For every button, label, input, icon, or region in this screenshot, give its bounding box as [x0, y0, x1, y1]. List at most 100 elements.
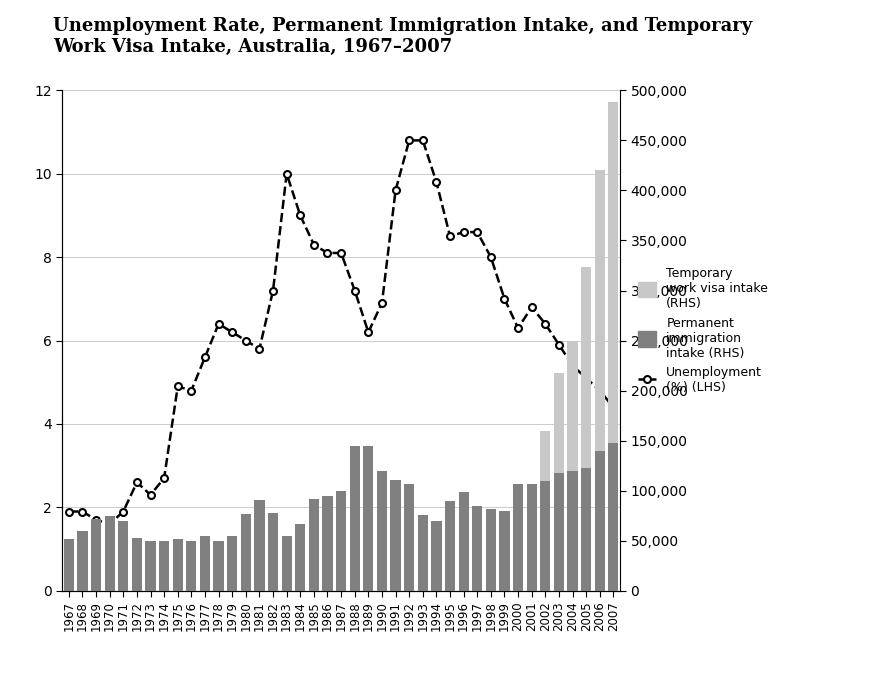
- Bar: [500, 511, 509, 591]
- Unemployment (%) (LHS): [240, 336, 251, 345]
- Bar: [105, 516, 115, 591]
- Bar: [309, 499, 319, 591]
- Bar: [254, 500, 265, 591]
- Bar: [417, 515, 428, 591]
- Bar: [118, 521, 128, 591]
- Bar: [581, 268, 591, 591]
- Bar: [431, 521, 441, 591]
- Bar: [581, 468, 591, 591]
- Unemployment (%) (LHS): [295, 211, 306, 220]
- Bar: [295, 524, 306, 591]
- Unemployment (%) (LHS): [499, 295, 509, 303]
- Bar: [241, 514, 251, 591]
- Unemployment (%) (LHS): [105, 520, 115, 528]
- Bar: [132, 538, 142, 591]
- Unemployment (%) (LHS): [595, 386, 605, 395]
- Unemployment (%) (LHS): [581, 374, 592, 382]
- Bar: [567, 341, 578, 591]
- Bar: [459, 491, 469, 591]
- Bar: [513, 484, 524, 591]
- Bar: [145, 541, 156, 591]
- Unemployment (%) (LHS): [227, 328, 237, 336]
- Unemployment (%) (LHS): [173, 382, 183, 391]
- Bar: [132, 538, 142, 591]
- Bar: [173, 539, 183, 591]
- Unemployment (%) (LHS): [132, 478, 143, 486]
- Bar: [404, 484, 415, 591]
- Unemployment (%) (LHS): [472, 228, 483, 236]
- Bar: [391, 480, 400, 591]
- Unemployment (%) (LHS): [308, 240, 319, 249]
- Bar: [500, 511, 509, 591]
- Unemployment (%) (LHS): [145, 491, 156, 499]
- Unemployment (%) (LHS): [363, 328, 374, 336]
- Bar: [227, 536, 237, 591]
- Bar: [214, 541, 223, 591]
- Unemployment (%) (LHS): [526, 303, 537, 311]
- Bar: [241, 514, 251, 591]
- Unemployment (%) (LHS): [608, 403, 618, 411]
- Unemployment (%) (LHS): [349, 286, 360, 295]
- Bar: [350, 445, 360, 591]
- Bar: [268, 513, 278, 591]
- Bar: [391, 480, 400, 591]
- Bar: [417, 515, 428, 591]
- Unemployment (%) (LHS): [282, 170, 292, 178]
- Bar: [363, 445, 373, 591]
- Bar: [214, 541, 223, 591]
- Bar: [173, 539, 183, 591]
- Unemployment (%) (LHS): [417, 136, 428, 145]
- Unemployment (%) (LHS): [254, 345, 265, 353]
- Bar: [363, 445, 373, 591]
- Bar: [595, 170, 605, 591]
- Bar: [91, 518, 101, 591]
- Unemployment (%) (LHS): [90, 516, 101, 524]
- Unemployment (%) (LHS): [118, 507, 128, 516]
- Bar: [336, 491, 346, 591]
- Bar: [186, 541, 197, 591]
- Bar: [377, 471, 387, 591]
- Bar: [145, 541, 156, 591]
- Unemployment (%) (LHS): [404, 136, 415, 145]
- Bar: [445, 500, 455, 591]
- Bar: [431, 521, 441, 591]
- Unemployment (%) (LHS): [159, 474, 169, 482]
- Unemployment (%) (LHS): [486, 253, 496, 261]
- Unemployment (%) (LHS): [186, 386, 197, 395]
- Bar: [486, 509, 496, 591]
- Unemployment (%) (LHS): [458, 228, 469, 236]
- Bar: [472, 506, 482, 591]
- Bar: [513, 484, 524, 591]
- Unemployment (%) (LHS): [431, 178, 442, 186]
- Bar: [336, 491, 346, 591]
- Bar: [200, 536, 210, 591]
- Unemployment (%) (LHS): [540, 320, 550, 328]
- Unemployment (%) (LHS): [554, 341, 564, 349]
- Bar: [609, 102, 618, 591]
- Line: Unemployment (%) (LHS): Unemployment (%) (LHS): [66, 137, 617, 528]
- Bar: [526, 484, 537, 591]
- Unemployment (%) (LHS): [199, 353, 210, 361]
- Bar: [323, 496, 332, 591]
- Bar: [472, 506, 482, 591]
- Unemployment (%) (LHS): [214, 320, 224, 328]
- Bar: [404, 484, 415, 591]
- Bar: [64, 539, 74, 591]
- Bar: [105, 516, 115, 591]
- Unemployment (%) (LHS): [323, 249, 333, 257]
- Bar: [554, 373, 564, 591]
- Bar: [295, 524, 306, 591]
- Bar: [186, 541, 197, 591]
- Bar: [91, 518, 101, 591]
- Unemployment (%) (LHS): [77, 507, 88, 516]
- Unemployment (%) (LHS): [513, 324, 524, 332]
- Bar: [595, 450, 605, 591]
- Bar: [254, 500, 265, 591]
- Bar: [118, 521, 128, 591]
- Unemployment (%) (LHS): [377, 299, 387, 307]
- Bar: [282, 536, 291, 591]
- Text: Unemployment Rate, Permanent Immigration Intake, and Temporary
Work Visa Intake,: Unemployment Rate, Permanent Immigration…: [53, 17, 752, 56]
- Bar: [64, 539, 74, 591]
- Bar: [227, 536, 237, 591]
- Unemployment (%) (LHS): [64, 507, 74, 516]
